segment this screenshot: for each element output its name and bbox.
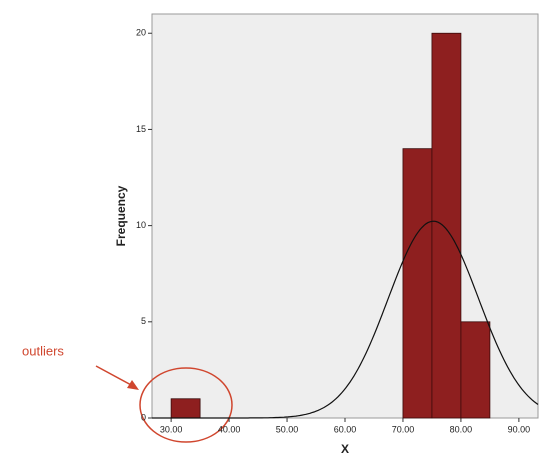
x-tick-label: 40.00: [218, 424, 241, 434]
x-axis-label: X: [341, 442, 349, 456]
bar: [431, 32, 462, 419]
y-tick-label: 10: [136, 220, 146, 230]
y-tick-label: 0: [141, 412, 146, 422]
y-tick-label: 15: [136, 124, 146, 134]
x-tick-label: 50.00: [276, 424, 299, 434]
bar: [402, 148, 433, 419]
annotation: outliers: [22, 343, 64, 358]
y-tick-label: 20: [136, 28, 146, 38]
normal-curve: [152, 220, 539, 419]
x-tick-label: 60.00: [334, 424, 357, 434]
x-tick-label: 80.00: [450, 424, 473, 434]
x-tick-label: 30.00: [160, 424, 183, 434]
x-tick-label: 70.00: [392, 424, 415, 434]
annotation-shapes: [95, 365, 233, 443]
annotation-arrow: [95, 365, 134, 387]
bar: [460, 321, 491, 419]
x-tick-label: 90.00: [508, 424, 531, 434]
y-axis-label: Frequency: [114, 185, 128, 246]
y-tick-label: 5: [141, 316, 146, 326]
annotation-circle: [139, 367, 233, 443]
bar: [170, 398, 201, 419]
annotation-arrowhead: [127, 380, 139, 390]
